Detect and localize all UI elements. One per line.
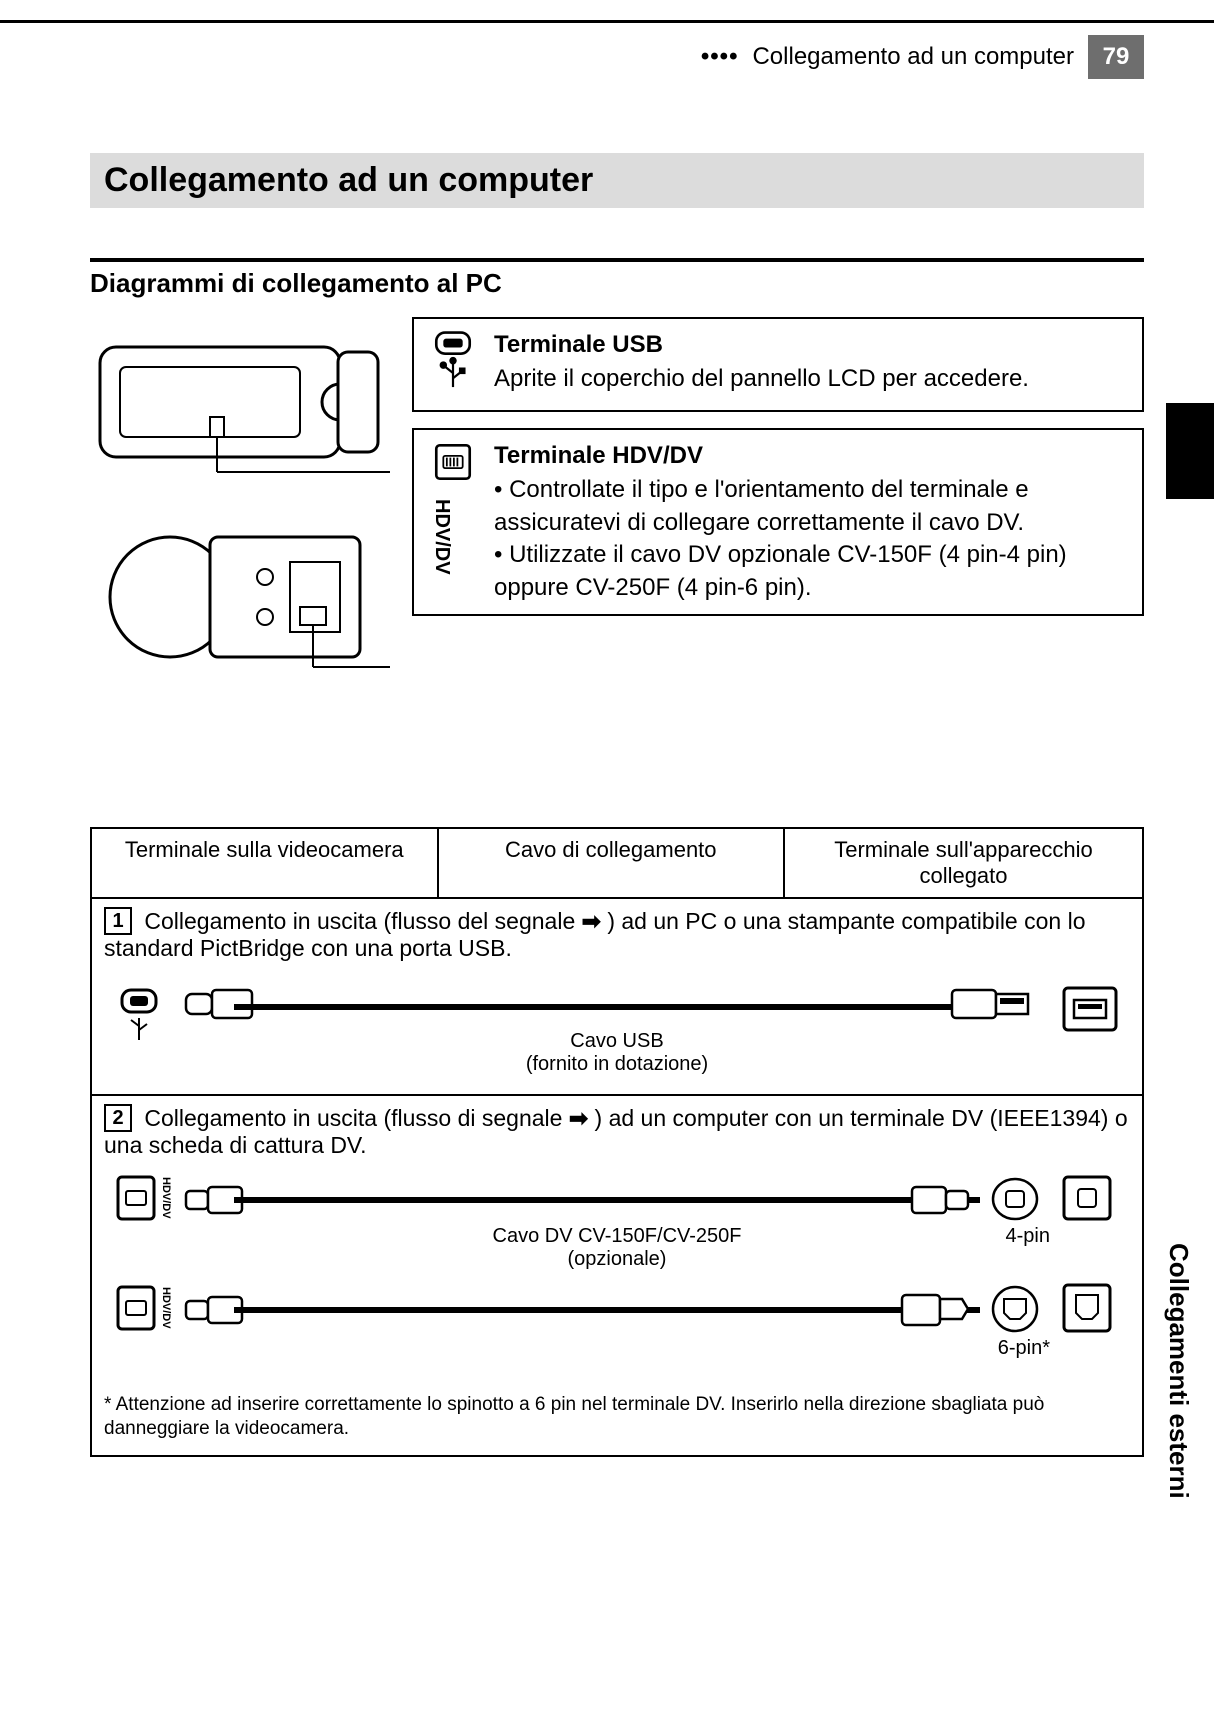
- hdv-bullet-1: • Controllate il tipo e l'orientamento d…: [494, 474, 1128, 539]
- dv-6pin-plug-icon: [900, 1291, 970, 1329]
- row2-footnote: * Attenzione ad inserire correttamente l…: [104, 1393, 1130, 1441]
- cable-line-bottom: [234, 1307, 980, 1313]
- camera-side-svg: [90, 317, 390, 487]
- row2-cable-fig: HDV/DV 4-pin: [104, 1173, 1130, 1383]
- row2-num: 2: [104, 1104, 132, 1132]
- terminal-boxes: Terminale USB Aprite il coperchio del pa…: [412, 317, 1144, 616]
- pin4-label: 4-pin: [1006, 1225, 1050, 1248]
- pin6-label: 6-pin*: [998, 1337, 1050, 1360]
- th-device-terminal: Terminale sull'apparecchio collegato: [785, 829, 1142, 899]
- row1-cable-fig: Cavo USB (fornito in dotazione): [104, 976, 1130, 1076]
- row2-cable-caption: Cavo DV CV-150F/CV-250F (opzionale): [493, 1225, 742, 1271]
- row1-cable-caption: Cavo USB (fornito in dotazione): [526, 1030, 708, 1076]
- camera-illustrations: [90, 317, 390, 677]
- terminal-hdv-box: HDV/DV Terminale HDV/DV • Controllate il…: [412, 428, 1144, 616]
- rule-thick: [90, 258, 1144, 262]
- arrow-icon: ➡: [582, 908, 601, 935]
- dv-6pin-socket-front-icon: [990, 1285, 1040, 1333]
- running-header: •••• Collegamento ad un computer 79: [701, 35, 1144, 79]
- section-title: Collegamento ad un computer: [90, 153, 1144, 208]
- row2-cable-name: Cavo DV CV-150F/CV-250F: [493, 1225, 742, 1248]
- hdv-side-label: HDV/DV: [428, 499, 455, 575]
- row2-text-a: Collegamento in uscita (flusso di segnal…: [144, 1105, 568, 1131]
- row2-cable-note: (opzionale): [493, 1248, 742, 1271]
- terminal-usb-box: Terminale USB Aprite il coperchio del pa…: [412, 317, 1144, 412]
- running-title: Collegamento ad un computer: [752, 43, 1074, 71]
- row1-cable-name: Cavo USB: [526, 1030, 708, 1053]
- table-row-1: 1 Collegamento in uscita (flusso del seg…: [92, 899, 1142, 1096]
- dv-6pin-socket-icon: [1060, 1281, 1114, 1335]
- cable-line-top: [234, 1197, 980, 1203]
- dv-port-icon-2: HDV/DV: [114, 1283, 158, 1333]
- table-header: Terminale sulla videocamera Cavo di coll…: [92, 829, 1142, 899]
- hdv-mini-label-2: HDV/DV: [160, 1287, 172, 1329]
- dv-4pin-socket-front-icon: [990, 1177, 1040, 1221]
- th-camera-terminal: Terminale sulla videocamera: [92, 829, 439, 899]
- page-number: 79: [1088, 35, 1144, 79]
- connection-table: Terminale sulla videocamera Cavo di coll…: [90, 827, 1144, 1457]
- row1-cable-note: (fornito in dotazione): [526, 1053, 708, 1076]
- arrow-icon: ➡: [569, 1105, 588, 1132]
- usb-mini-port-icon: [114, 984, 164, 1044]
- usb-title: Terminale USB: [494, 329, 1029, 361]
- usb-port-icon: [428, 329, 478, 400]
- hdv-port-icon: HDV/DV: [428, 440, 478, 575]
- dv-4pin-plug-right-icon: [910, 1183, 970, 1217]
- row1-num: 1: [104, 907, 132, 935]
- diagram-row: Terminale USB Aprite il coperchio del pa…: [90, 317, 1144, 677]
- th-cable: Cavo di collegamento: [439, 829, 786, 899]
- header-dots: ••••: [701, 43, 739, 71]
- dv-4pin-socket-icon: [1060, 1173, 1114, 1223]
- side-black-tab: [1166, 403, 1214, 499]
- usb-a-plug-icon: [950, 984, 1030, 1024]
- hdv-mini-label-1: HDV/DV: [160, 1177, 172, 1219]
- usb-a-socket-icon: [1060, 984, 1120, 1034]
- usb-body: Aprite il coperchio del pannello LCD per…: [494, 365, 1029, 392]
- cable-line: [234, 1004, 980, 1010]
- page: •••• Collegamento ad un computer 79 Coll…: [0, 20, 1214, 1724]
- table-row-2: 2 Collegamento in uscita (flusso di segn…: [92, 1096, 1142, 1455]
- dv-port-icon: HDV/DV: [114, 1173, 158, 1223]
- camera-rear-svg: [90, 507, 390, 677]
- subsection-title: Diagrammi di collegamento al PC: [90, 268, 1144, 299]
- hdv-bullet-2: • Utilizzate il cavo DV opzionale CV-150…: [494, 539, 1128, 604]
- chapter-tab: Collegamenti esterni: [1163, 1243, 1194, 1499]
- row1-text-a: Collegamento in uscita (flusso del segna…: [144, 908, 581, 934]
- hdv-title: Terminale HDV/DV: [494, 440, 1128, 472]
